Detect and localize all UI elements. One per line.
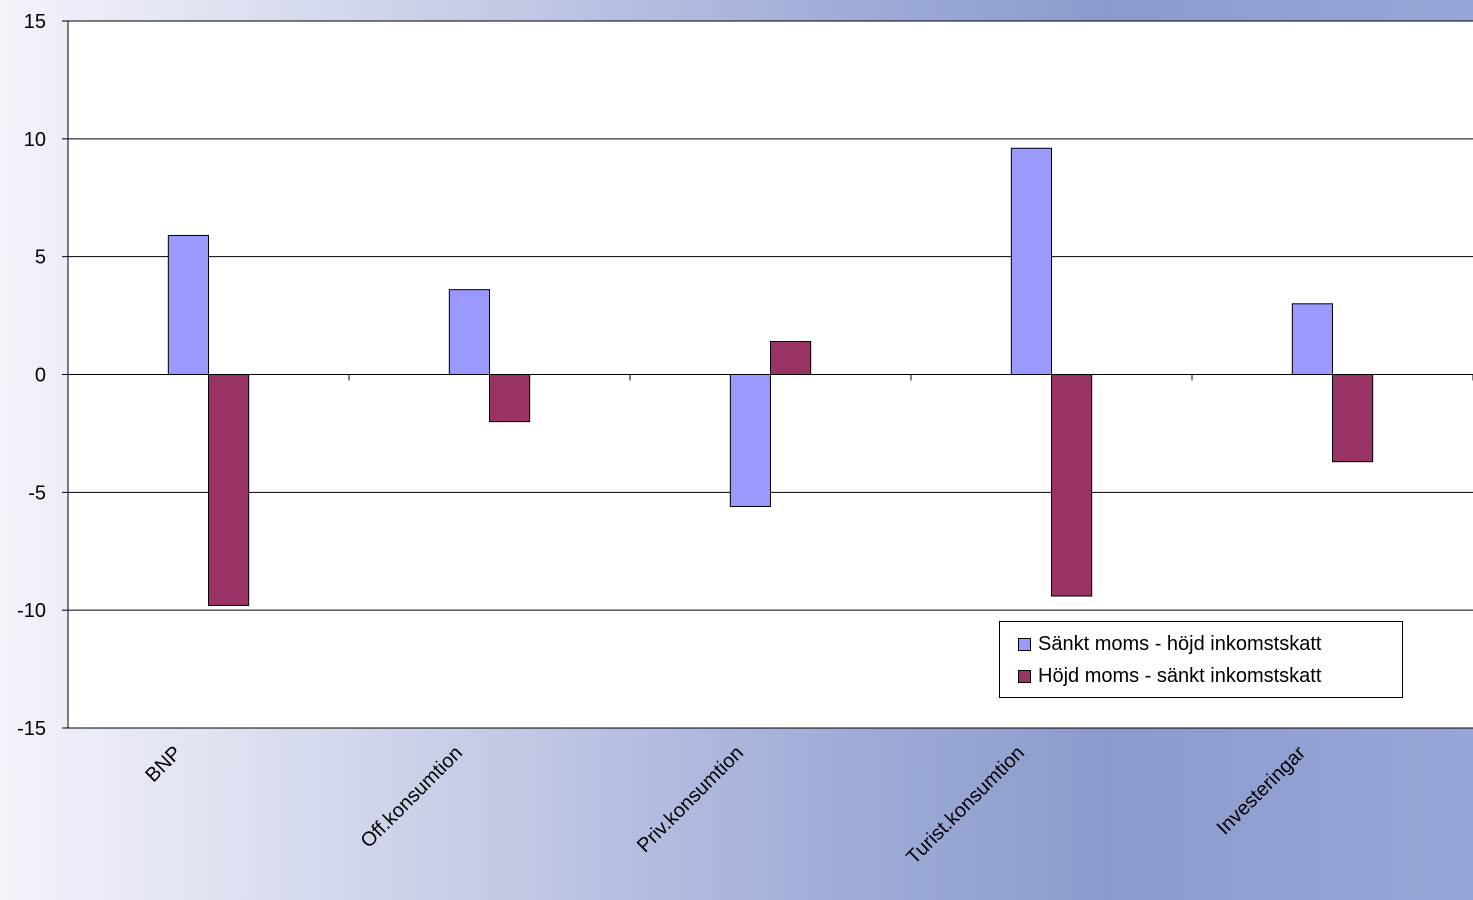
chart-legend: Sänkt moms - höjd inkomstskatt Höjd moms… [999,621,1403,698]
bar-1-1 [167,234,209,375]
bar-2-2 [489,374,531,423]
category-label: Investeringar [1213,742,1311,840]
bar-2-5 [1332,374,1374,463]
y-tick-label: 10 [24,129,46,151]
y-tick-label: -5 [28,482,46,504]
y-tick-label: -15 [17,718,46,740]
legend-swatch-series-2 [1018,669,1031,683]
legend-swatch-series-1 [1018,637,1031,651]
legend-label-series-2: Höjd moms - sänkt inkomstskatt [1038,664,1322,687]
legend-label-series-1: Sänkt moms - höjd inkomstskatt [1038,632,1322,655]
y-tick-label: -10 [17,600,46,622]
category-label: Off.konsumtion [357,742,467,852]
bar-1-2 [448,289,490,375]
category-label: Turist.konsumtion [902,742,1029,869]
category-label: BNP [141,742,186,787]
bar-2-4 [1051,374,1093,597]
y-tick-label: 15 [24,11,46,33]
bar-1-4 [1010,147,1053,375]
bar-2-3 [770,341,812,375]
bar-2-1 [208,374,250,606]
bar-1-5 [1291,303,1334,375]
legend-item-series-1: Sänkt moms - höjd inkomstskatt [1018,628,1402,660]
bar-1-3 [729,374,772,507]
category-label: Priv.konsumtion [633,742,748,857]
legend-item-series-2: Höjd moms - sänkt inkomstskatt [1018,660,1402,692]
y-tick-label: 0 [35,365,46,387]
y-tick-label: 5 [35,247,46,269]
